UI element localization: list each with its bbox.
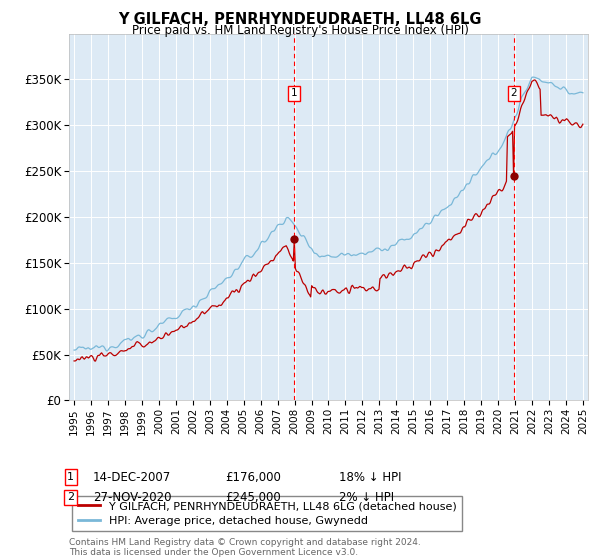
Text: 1: 1 <box>67 472 74 482</box>
Text: 14-DEC-2007: 14-DEC-2007 <box>93 470 171 484</box>
Text: £245,000: £245,000 <box>225 491 281 504</box>
Text: £176,000: £176,000 <box>225 470 281 484</box>
Text: 2: 2 <box>67 492 74 502</box>
Text: Y GILFACH, PENRHYNDEUDRAETH, LL48 6LG: Y GILFACH, PENRHYNDEUDRAETH, LL48 6LG <box>118 12 482 27</box>
Text: Price paid vs. HM Land Registry's House Price Index (HPI): Price paid vs. HM Land Registry's House … <box>131 24 469 37</box>
Text: 2: 2 <box>511 88 517 98</box>
Text: 2% ↓ HPI: 2% ↓ HPI <box>339 491 394 504</box>
Text: Contains HM Land Registry data © Crown copyright and database right 2024.
This d: Contains HM Land Registry data © Crown c… <box>69 538 421 557</box>
Text: 27-NOV-2020: 27-NOV-2020 <box>93 491 172 504</box>
Text: 1: 1 <box>291 88 298 98</box>
Legend: Y GILFACH, PENRHYNDEUDRAETH, LL48 6LG (detached house), HPI: Average price, deta: Y GILFACH, PENRHYNDEUDRAETH, LL48 6LG (d… <box>72 496 462 531</box>
Text: 18% ↓ HPI: 18% ↓ HPI <box>339 470 401 484</box>
